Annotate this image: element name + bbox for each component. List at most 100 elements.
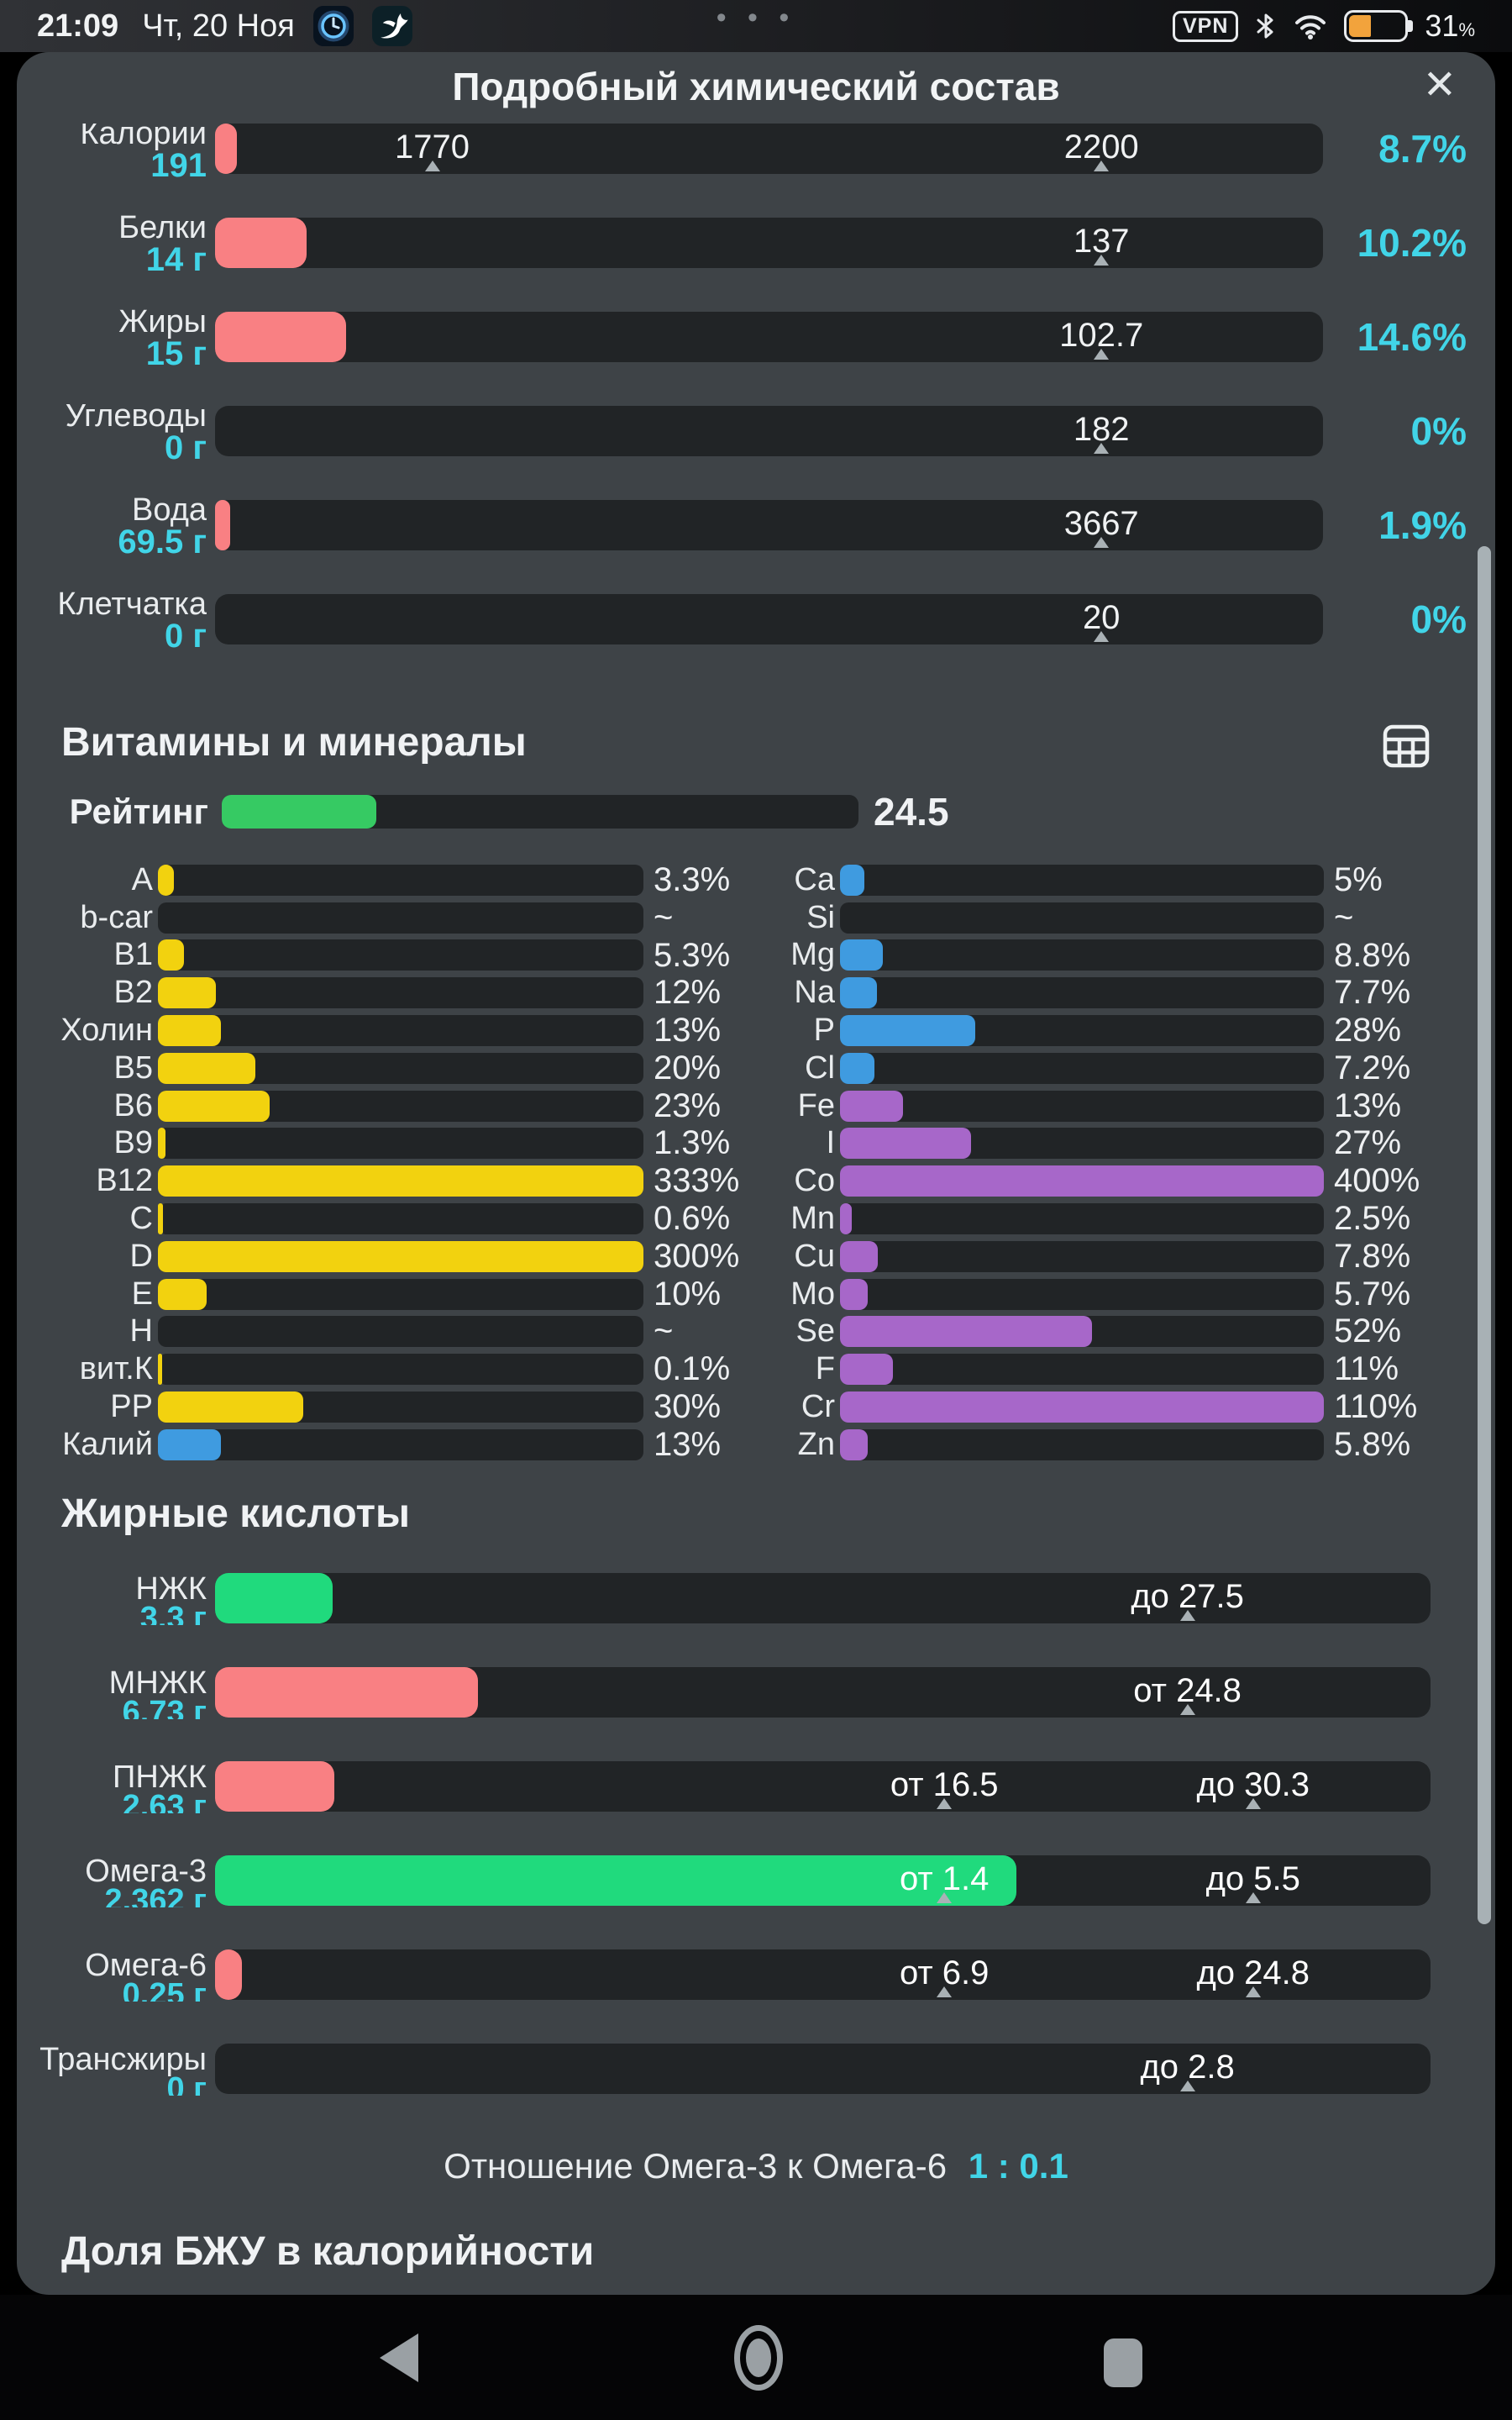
fatty-acid-bar-track: от 16.5 до 30.3	[215, 1761, 1431, 1812]
macro-bar-fill	[215, 312, 346, 362]
mineral-bar-track	[840, 902, 1324, 934]
mineral-row: Na 7.7%	[722, 974, 1495, 1012]
fatty-acid-row: МНЖК 6.73 г от 24.8	[17, 1667, 1495, 1761]
mineral-label: Co	[794, 1163, 835, 1199]
mineral-bar-track	[840, 1128, 1324, 1160]
mineral-label: I	[826, 1125, 835, 1161]
mineral-percent: 11%	[1334, 1350, 1399, 1388]
marker-caret-icon	[937, 1986, 953, 1997]
vitamins-heading: Витамины и минералы	[61, 720, 527, 765]
vitamin-label: B5	[113, 1050, 153, 1086]
vitamin-bar-track	[158, 1392, 643, 1423]
mineral-percent: 28%	[1334, 1012, 1402, 1050]
macro-percent: 8.7%	[1378, 127, 1467, 171]
vitamin-bar-track	[158, 1015, 643, 1047]
fatty-acid-bar-fill	[215, 1855, 1016, 1906]
marker-caret-icon	[424, 160, 440, 171]
vitamin-bar-track	[158, 864, 643, 896]
mineral-bar-fill	[840, 864, 864, 896]
macro-bar-fill	[215, 124, 238, 174]
macro-row: Калории 191 1770	[17, 124, 1495, 218]
macro-percent: 10.2%	[1357, 221, 1467, 265]
vitamin-label: B6	[113, 1087, 153, 1123]
fatty-acid-label: НЖК	[135, 1573, 207, 1607]
vitamin-bar-fill	[158, 1240, 643, 1272]
vitamins-column: A 3.3% b-car ~ B1	[17, 860, 739, 1464]
mineral-row: Fe 13%	[722, 1087, 1495, 1125]
vitamin-percent: 3.3%	[654, 860, 731, 898]
mineral-bar-fill	[840, 1278, 868, 1310]
table-view-icon[interactable]	[1383, 724, 1430, 768]
marker-value: до 5.5	[1205, 1860, 1300, 1897]
mineral-row: Mg 8.8%	[722, 937, 1495, 975]
mineral-row: F 11%	[722, 1350, 1495, 1388]
mineral-label: Mn	[790, 1201, 835, 1237]
mineral-bar-track	[840, 1428, 1324, 1460]
fatty-acid-amount: 0 г	[166, 2071, 207, 2096]
mineral-row: I 27%	[722, 1124, 1495, 1163]
macro-bar-track: 182	[215, 406, 1323, 456]
mineral-bar-fill	[840, 1316, 1092, 1348]
nav-recents-icon[interactable]	[1104, 2338, 1142, 2387]
mineral-percent: 7.8%	[1334, 1237, 1411, 1275]
rating-bar-fill	[222, 795, 377, 829]
vitamin-bar-track	[158, 1128, 643, 1160]
marker-caret-icon	[1179, 1704, 1195, 1715]
macro-label: Жиры	[118, 304, 207, 339]
vitamin-row: A 3.3%	[17, 860, 731, 899]
vitamin-label: B1	[113, 937, 153, 973]
vpn-icon: VPN	[1172, 10, 1239, 42]
macro-label: Клетчатка	[57, 587, 207, 622]
vitamin-row: PP 30%	[17, 1388, 727, 1426]
fatty-acid-row: Омега-3 2.362 г от 1.4	[17, 1855, 1495, 1949]
mineral-label: Si	[806, 899, 835, 935]
mineral-row: Se 52%	[722, 1313, 1495, 1351]
vitamin-bar-track	[158, 977, 643, 1009]
vitamin-bar-fill	[158, 864, 175, 896]
page-title: Подробный химический состав	[452, 65, 1060, 108]
mineral-bar-fill	[840, 1165, 1324, 1197]
macro-bar-track: 137	[215, 218, 1323, 268]
sheet-header: Подробный химический состав ✕	[17, 52, 1495, 124]
vitamin-bar-fill	[158, 1278, 207, 1310]
vitamin-bar-fill	[158, 1128, 166, 1160]
marker-value: до 30.3	[1196, 1766, 1310, 1803]
battery-percent: 31	[1425, 8, 1459, 43]
nav-back-icon[interactable]	[380, 2333, 418, 2382]
mineral-bar-track	[840, 1165, 1324, 1197]
macro-percent: 1.9%	[1378, 503, 1467, 547]
mineral-bar-track	[840, 1203, 1324, 1235]
vitamin-bar-fill	[158, 1203, 163, 1235]
battery-level	[1349, 15, 1371, 37]
fatty-acids-heading: Жирные кислоты	[61, 1491, 410, 1536]
marker-caret-icon	[937, 1892, 953, 1903]
scrollbar-thumb[interactable]	[1478, 546, 1491, 1924]
mineral-percent: ~	[1334, 898, 1354, 936]
fatty-acid-label: Омега-6	[85, 1949, 207, 1983]
macro-percent: 14.6%	[1357, 315, 1467, 359]
mineral-percent: 13%	[1334, 1086, 1402, 1124]
vitamin-label: C	[129, 1201, 153, 1237]
marker-value: 20	[1082, 599, 1121, 636]
vitamin-row: B12 333%	[17, 1162, 739, 1200]
mineral-bar-fill	[840, 1240, 878, 1272]
mineral-row: Cr 110%	[722, 1388, 1495, 1426]
macro-amount: 0 г	[164, 618, 207, 655]
vitamin-percent: ~	[654, 898, 674, 936]
vitamin-percent: 0.1%	[654, 1350, 731, 1388]
vitamin-row: C 0.6%	[17, 1200, 731, 1238]
bju-share-heading: Доля БЖУ в калорийности	[61, 2229, 595, 2274]
macro-row: Вода 69.5 г 3667	[17, 494, 1495, 594]
mineral-percent: 2.5%	[1334, 1200, 1411, 1238]
marker-caret-icon	[1245, 1798, 1261, 1809]
marker-caret-icon	[1094, 255, 1110, 266]
vitamin-percent: 300%	[654, 1237, 740, 1275]
marker-value: 1770	[395, 129, 470, 166]
close-icon[interactable]: ✕	[1422, 63, 1457, 108]
mineral-bar-track	[840, 1240, 1324, 1272]
vitamin-label: H	[129, 1313, 153, 1349]
fatty-acid-row: НЖК 3.3 г до 27.5	[17, 1573, 1495, 1667]
nav-home-icon[interactable]	[734, 2325, 783, 2391]
mineral-bar-track	[840, 1392, 1324, 1423]
vitamin-row: B1 5.3%	[17, 937, 731, 975]
